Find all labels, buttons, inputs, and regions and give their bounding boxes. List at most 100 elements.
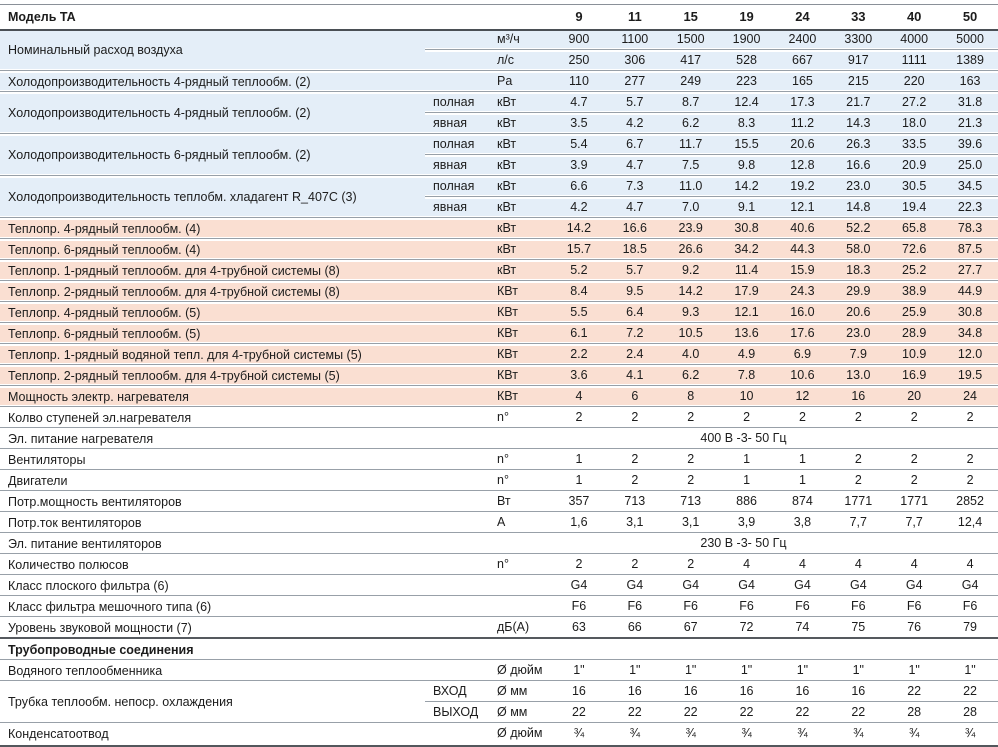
value-cell: F6 [739,599,754,613]
sublabel-cell: явная [433,158,468,172]
subrow: КВт 5.5 6.4 9.3 12.1 16.0 20.6 25.9 30.8 [425,304,998,321]
value-cell: 4.0 [681,347,700,361]
value-cell: 1" [964,663,976,677]
value-cell: 4.7 [626,158,644,172]
value-cell: ¾ [685,726,696,740]
value-cell: 5000 [956,32,984,46]
row-label: Теплопр. 6-рядный теплообм. (4) [8,242,201,257]
value-cell: 20 [907,389,922,403]
value-cell: G4 [626,578,644,592]
unit-cell: кВт [497,137,517,151]
subrow: КВт 4 6 8 10 12 16 20 24 [425,388,998,405]
subrow: 230 В -3- 50 Гц [425,535,998,552]
value-cell: 8.7 [681,95,700,109]
row-label: Водяного теплообменника [8,663,163,678]
value-cell: 6 [631,389,639,403]
value-cell: 22 [627,705,642,719]
table-row: Теплопр. 2-рядный теплообм. для 4-трубно… [0,283,998,300]
row-label: Эл. питание нагревателя [8,431,154,446]
row-separator [0,489,998,493]
value-cell: 17.3 [790,95,815,109]
unit-cell: КВт [497,284,518,298]
value-cell: 1389 [956,53,984,67]
value-cell: 19.4 [902,200,927,214]
value-cell: 52.2 [846,221,871,235]
value-cell: 249 [680,74,702,88]
subrow: n° 2 2 2 2 2 2 2 2 [425,409,998,426]
value-cell: 4 [910,557,918,571]
value-cell: 20.6 [790,137,815,151]
value-cell: 14.2 [678,284,703,298]
table-row: Потр.мощность вентиляторов Вт 357 713 713 886… [0,493,998,510]
value-cell: 4.9 [737,347,756,361]
value-cell: 40.6 [790,221,815,235]
value-cell: 20.6 [846,305,871,319]
value-cell: 7,7 [849,515,867,529]
value-cell: 44.9 [957,284,983,298]
unit-cell: КВт [497,347,518,361]
table-row: Номинальный расход воздуха м³/ч 900 1100 150… [0,31,998,69]
value-cell: G4 [961,578,979,592]
row-separator [0,636,998,641]
value-cell: 1900 [732,32,761,46]
value-cell: 16 [571,684,586,698]
value-cell: 6.2 [681,368,700,382]
subrow [425,641,998,658]
value-cell: 24.3 [790,284,815,298]
value-cell: 19.2 [790,179,815,193]
unit-cell: кВт [497,179,517,193]
value-cell: 14.3 [846,116,871,130]
value-cell: 20.9 [902,158,927,172]
value-cell: 5.4 [570,137,588,151]
value-cell: 19.5 [957,368,983,382]
value-cell: 13.6 [734,326,759,340]
value-cell: 79 [963,620,978,634]
value-cell: 7.0 [681,200,700,214]
value-cell: 2 [743,410,751,424]
value-cell: 5.7 [626,95,644,109]
spanned-value: 400 В -3- 50 Гц [700,431,787,445]
value-cell: 34.8 [957,326,983,340]
value-cell: 87.5 [957,242,983,256]
row-label: Теплопр. 1-рядный водяной тепл. для 4-тр… [8,347,362,362]
value-cell: 277 [624,74,646,88]
row-label: Теплопр. 1-рядный теплообм. для 4-трубно… [8,263,340,278]
unit-cell: кВт [497,221,517,235]
row-label: Мощность электр. нагревателя [8,389,189,404]
row-label: Вентиляторы [8,452,86,467]
unit-cell: Ø дюйм [497,663,543,677]
value-cell: 2 [854,410,862,424]
row-separator [0,258,998,262]
value-cell: 66 [627,620,642,634]
row-separator [0,363,998,367]
value-cell: 2 [910,473,918,487]
unit-cell: кВт [497,200,517,214]
unit-cell: n° [497,452,509,466]
row-label: Уровень звуковой мощности (7) [8,620,192,635]
value-cell: 12,4 [957,515,983,529]
spec-sheet: Модель TA 9 11 15 19 24 33 40 50 Номинал… [0,4,998,747]
row-label: Конденсатоотвод [8,726,109,741]
row-label: Двигатели [8,473,68,488]
value-cell: 34.2 [734,242,759,256]
value-cell: 2400 [788,32,817,46]
value-cell: 33.5 [902,137,927,151]
value-cell: 5.5 [570,305,588,319]
unit-cell: Ø мм [497,684,528,698]
value-cell: 16 [795,684,810,698]
subrow: дБ(А) 63 66 67 72 74 75 76 79 [425,619,998,636]
value-cell: 874 [792,494,813,508]
value-cell: 6.1 [570,326,588,340]
table-header-row: Модель TA 9 11 15 19 24 33 40 50 [0,5,998,31]
page-title: Модель TA [8,10,76,24]
value-cell: 13.0 [846,368,871,382]
value-cell: 3300 [844,32,873,46]
value-cell: 6.6 [570,179,588,193]
row-label: Холодопроизводительность 4-рядный теплоо… [8,74,311,89]
value-cell: 23.9 [678,221,703,235]
value-cell: 4 [798,557,806,571]
unit-cell: КВт [497,326,518,340]
subrow: полная кВт 5.4 6.7 11.7 15.5 20.6 26.3 33.5 39.6 [425,136,998,153]
value-cell: 31.8 [957,95,983,109]
row-separator [0,552,998,556]
